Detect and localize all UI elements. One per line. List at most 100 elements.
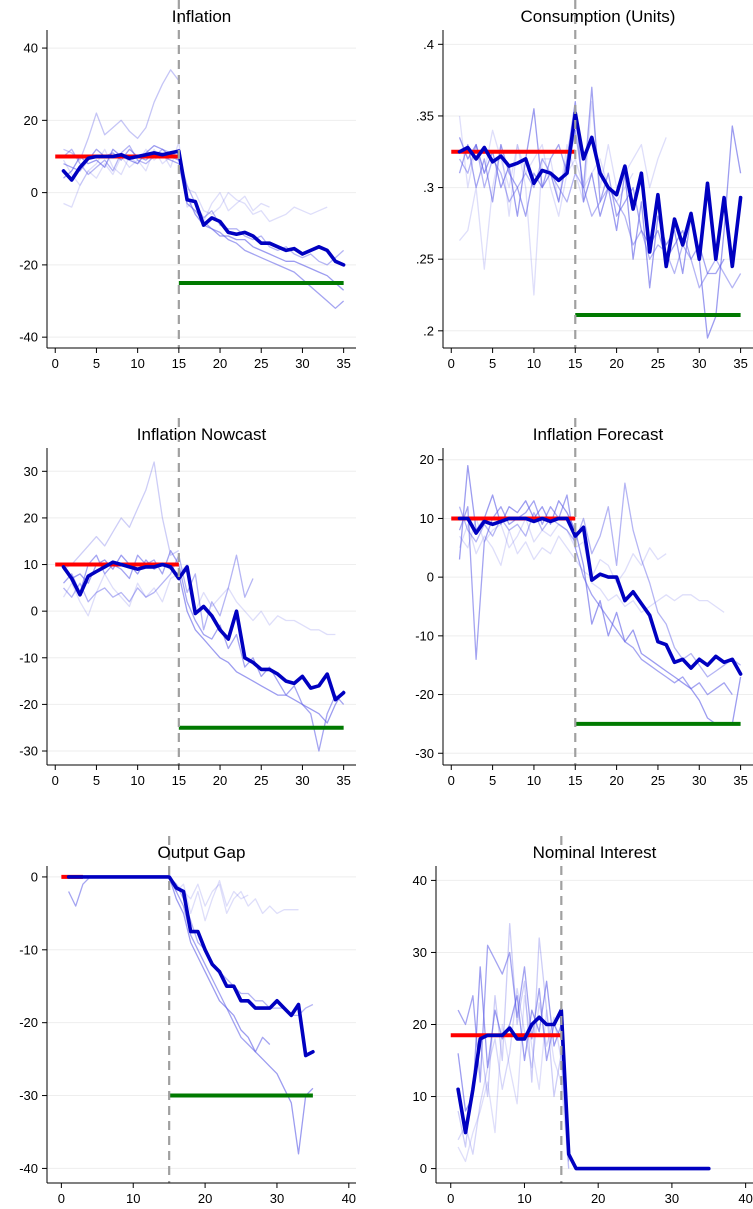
chart-title: Nominal Interest — [533, 843, 657, 862]
y-tick-label: 0 — [31, 869, 38, 884]
mean-series-line — [456, 1008, 711, 1171]
x-tick-label: 20 — [591, 1191, 605, 1206]
y-tick-label: -40 — [19, 330, 38, 345]
individual-series-line — [63, 554, 345, 724]
x-tick-label: 5 — [489, 773, 496, 788]
chart-panel: -30 -20 -10 0 10 20 0 5 10 15 20 25 30 35 Inflation Fo… — [415, 418, 753, 788]
x-tick-label: 20 — [213, 773, 227, 788]
mean-series-line — [61, 149, 346, 267]
x-tick-label: 40 — [342, 1191, 356, 1206]
individual-series-line — [62, 563, 336, 636]
y-tick-label: 0 — [31, 185, 38, 200]
x-tick-label: 30 — [692, 356, 706, 371]
individual-series-line — [68, 876, 314, 1155]
individual-series-line — [63, 461, 180, 570]
x-tick-label: 35 — [336, 356, 350, 371]
y-tick-label: -30 — [415, 746, 434, 761]
x-tick-label: 0 — [58, 1191, 65, 1206]
y-tick-label: -40 — [19, 1161, 38, 1176]
x-tick-label: 20 — [609, 773, 623, 788]
individual-series-line — [458, 494, 733, 696]
individual-series-line — [458, 464, 742, 725]
x-tick-label: 35 — [733, 356, 747, 371]
x-tick-label: 15 — [172, 773, 186, 788]
chart-title: Consumption (Units) — [521, 7, 676, 26]
individual-series-line — [458, 523, 667, 584]
x-tick-label: 40 — [738, 1191, 752, 1206]
x-tick-label: 10 — [517, 1191, 531, 1206]
y-tick-label: 10 — [420, 511, 434, 526]
y-tick-label: -20 — [19, 257, 38, 272]
x-tick-label: 20 — [213, 356, 227, 371]
x-tick-label: 30 — [295, 356, 309, 371]
chart-title: Inflation — [172, 7, 232, 26]
x-tick-label: 15 — [568, 356, 582, 371]
individual-series-line — [63, 549, 345, 752]
x-tick-label: 30 — [270, 1191, 284, 1206]
x-tick-label: 30 — [692, 773, 706, 788]
mean-series-line — [66, 875, 315, 1058]
y-tick-label: .25 — [416, 252, 434, 267]
y-tick-label: 30 — [24, 464, 38, 479]
y-tick-label: -10 — [415, 628, 434, 643]
y-tick-label: 20 — [420, 452, 434, 467]
x-tick-label: 0 — [448, 773, 455, 788]
y-tick-label: -30 — [19, 744, 38, 759]
y-tick-label: -30 — [19, 1088, 38, 1103]
chart-title: Inflation Forecast — [533, 425, 664, 444]
x-tick-label: 0 — [52, 773, 59, 788]
chart-title: Output Gap — [158, 843, 246, 862]
x-tick-label: 0 — [448, 356, 455, 371]
x-tick-label: 0 — [52, 356, 59, 371]
chart-title: Inflation Nowcast — [137, 425, 267, 444]
y-tick-label: -10 — [19, 942, 38, 957]
y-tick-label: -20 — [19, 1015, 38, 1030]
individual-series-line — [457, 966, 570, 1155]
x-tick-label: 10 — [527, 773, 541, 788]
chart-panel: -30 -20 -10 0 10 20 30 0 5 10 15 20 25 30 35 Inflation … — [19, 418, 356, 788]
x-tick-label: 35 — [336, 773, 350, 788]
individual-series-line — [458, 100, 667, 296]
individual-series-line — [458, 517, 725, 614]
y-tick-label: -20 — [19, 697, 38, 712]
x-tick-label: 35 — [733, 773, 747, 788]
x-tick-label: 20 — [198, 1191, 212, 1206]
x-tick-label: 15 — [568, 773, 582, 788]
individual-series-line — [458, 115, 634, 217]
chart-panel: .2 .25 .3 .35 .4 0 5 10 15 20 25 30 35 Consumption (U… — [416, 0, 753, 371]
mean-series-line — [457, 111, 743, 269]
y-tick-label: 0 — [427, 570, 434, 585]
x-tick-label: 0 — [447, 1191, 454, 1206]
y-tick-label: 20 — [24, 510, 38, 525]
x-tick-label: 25 — [651, 356, 665, 371]
y-tick-label: 0 — [31, 604, 38, 619]
y-tick-label: 40 — [24, 41, 38, 56]
individual-series-line — [63, 69, 180, 161]
y-tick-label: 20 — [413, 1017, 427, 1032]
individual-series-line — [68, 876, 249, 922]
x-tick-label: 25 — [254, 773, 268, 788]
y-tick-label: .2 — [423, 323, 434, 338]
y-tick-label: -20 — [415, 687, 434, 702]
individual-series-line — [62, 141, 270, 223]
x-tick-label: 30 — [665, 1191, 679, 1206]
individual-series-line — [458, 100, 742, 339]
x-tick-label: 15 — [172, 356, 186, 371]
individual-series-line — [63, 148, 328, 223]
individual-series-line — [63, 554, 254, 631]
x-tick-label: 25 — [254, 356, 268, 371]
individual-series-line — [63, 144, 345, 266]
mean-series-line — [457, 516, 743, 676]
y-tick-label: .35 — [416, 108, 434, 123]
x-tick-label: 30 — [295, 773, 309, 788]
y-tick-label: -10 — [19, 650, 38, 665]
y-tick-label: 0 — [420, 1161, 427, 1176]
y-tick-label: .3 — [423, 180, 434, 195]
x-tick-label: 10 — [130, 773, 144, 788]
x-tick-label: 5 — [93, 356, 100, 371]
y-tick-label: .4 — [423, 37, 434, 52]
x-tick-label: 10 — [527, 356, 541, 371]
